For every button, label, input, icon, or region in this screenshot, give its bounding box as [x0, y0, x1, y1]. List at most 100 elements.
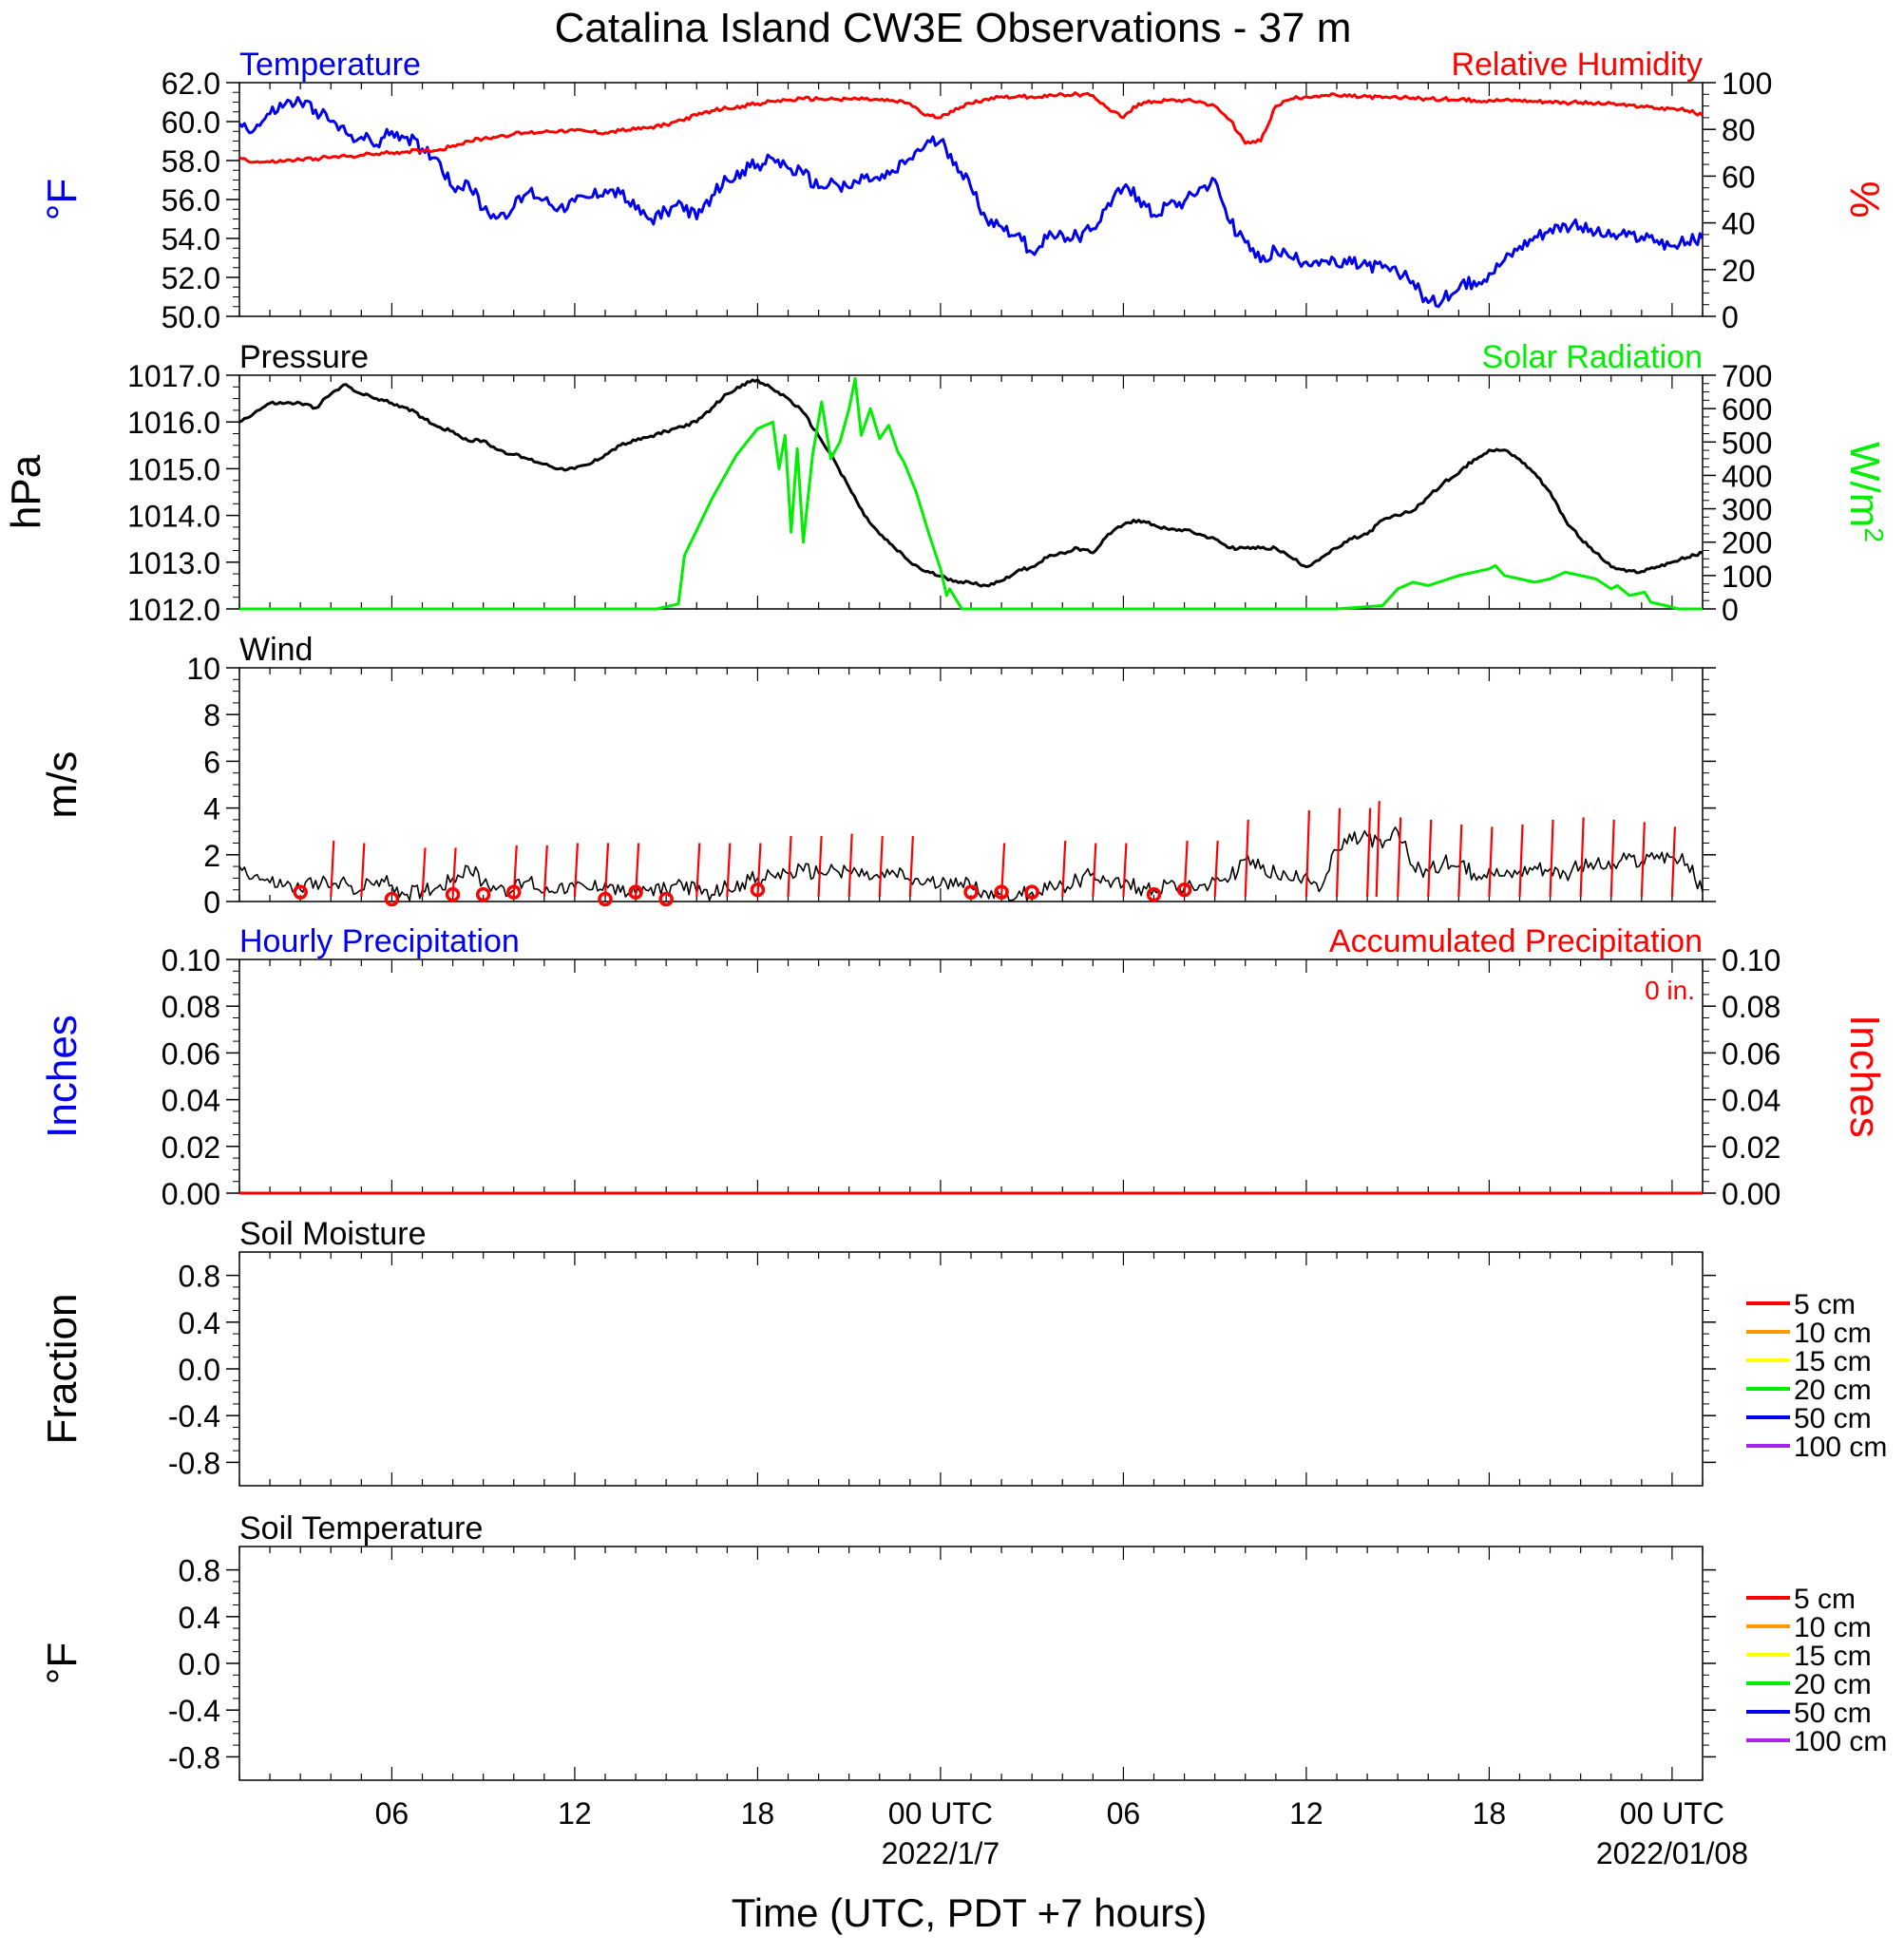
series-line-wind-speed	[238, 826, 1704, 902]
y-tick-label-left: 0	[203, 885, 220, 920]
legend-label: 50 cm	[1794, 1698, 1872, 1729]
wind-barb	[1397, 817, 1402, 898]
plot-frame	[238, 1251, 1704, 1487]
calm-marker	[445, 886, 461, 902]
wind-barb	[1609, 819, 1615, 898]
y-axis-label-left: Inches	[39, 1015, 86, 1138]
panel-title-right: Accumulated Precipitation	[1329, 923, 1703, 959]
wind-barb	[330, 840, 335, 898]
legend-label: 100 cm	[1794, 1726, 1887, 1757]
legend-label: 5 cm	[1794, 1584, 1856, 1615]
y-tick-label-left: 0.10	[162, 943, 220, 978]
x-tick-label: 12	[558, 1796, 592, 1831]
x-axis-label: Time (UTC, PDT +7 hours)	[732, 1890, 1208, 1935]
calm-marker	[1176, 882, 1192, 898]
x-tick-label: 00 UTC	[888, 1796, 993, 1831]
y-tick-label-left: 1013.0	[127, 546, 220, 580]
wind-barb	[1092, 843, 1097, 898]
x-tick-label: 00 UTC	[1620, 1796, 1724, 1831]
y-tick-label-right: 100	[1722, 66, 1772, 101]
legend-label: 20 cm	[1794, 1669, 1872, 1700]
wind-barb	[1375, 801, 1380, 898]
panel-title-left: Soil Temperature	[239, 1510, 483, 1547]
y-tick-label-left: 0.8	[179, 1260, 220, 1294]
y-tick-label-left: 1016.0	[127, 406, 220, 440]
panel-wind: 0 2 4 6 8 10 Wind m/s	[39, 632, 1716, 920]
y-tick-label-right: 20	[1722, 254, 1756, 288]
accumulated-annotation: 0 in.	[1645, 976, 1695, 1005]
y-tick-label-left: 6	[203, 745, 220, 779]
plot-frame	[238, 667, 1704, 902]
wind-barb	[360, 843, 366, 898]
y-axis-label-right: W/m2	[1841, 442, 1890, 542]
y-tick-label-left: 0.4	[179, 1601, 220, 1635]
wind-barb	[1670, 826, 1677, 898]
panel-title-left: Soil Moisture	[239, 1216, 427, 1252]
y-tick-label-left: 50.0	[162, 300, 220, 334]
series-line-solar-radiation	[239, 377, 1703, 611]
wind-barb	[1457, 824, 1463, 898]
calm-marker	[293, 884, 308, 900]
y-axis-label-left: m/s	[39, 751, 86, 819]
legend-label: 20 cm	[1794, 1375, 1872, 1406]
y-tick-label-left: 8	[203, 698, 220, 732]
calm-marker	[963, 884, 979, 900]
y-tick-label-right: 700	[1722, 359, 1772, 393]
wind-barb	[1183, 840, 1189, 898]
wind-barb	[908, 836, 914, 898]
legend-label: 5 cm	[1794, 1289, 1856, 1320]
y-tick-label-left: 62.0	[162, 66, 220, 101]
y-tick-label-right: 0	[1722, 593, 1739, 627]
plot-frame	[238, 374, 1704, 610]
panel-title-left: Hourly Precipitation	[239, 923, 520, 959]
figure-title: Catalina Island CW3E Observations - 37 m	[555, 5, 1352, 51]
legend-label: 10 cm	[1794, 1318, 1872, 1349]
y-tick-label-left: 1015.0	[127, 452, 220, 486]
wind-barb	[1304, 810, 1311, 898]
y-tick-label-left: 0.4	[179, 1306, 220, 1340]
y-tick-label-left: 10	[186, 652, 220, 686]
y-tick-label-left: 1014.0	[127, 500, 220, 534]
y-tick-label-right: 0.02	[1722, 1130, 1780, 1165]
calm-marker	[598, 891, 613, 907]
y-tick-label-right: 0.10	[1722, 943, 1780, 978]
wind-barb	[1365, 807, 1372, 898]
y-tick-label-right: 40	[1722, 207, 1756, 241]
y-tick-label-right: 0.04	[1722, 1084, 1780, 1118]
y-tick-label-left: 1017.0	[127, 359, 220, 393]
legend-label: 100 cm	[1794, 1432, 1887, 1463]
y-tick-label-right: 0.06	[1722, 1036, 1780, 1071]
y-tick-label-right: 0	[1722, 300, 1739, 334]
panel-pressure_solar: 1012.0 1013.0 1014.0 1015.0 1016.0 1017.0 0100…	[3, 339, 1890, 627]
wind-barb	[787, 836, 792, 898]
legend-label: 15 cm	[1794, 1346, 1872, 1377]
y-tick-label-left: -0.4	[168, 1399, 220, 1433]
y-tick-label-right: 0.08	[1722, 990, 1780, 1024]
panel-title-right: Solar Radiation	[1482, 339, 1703, 375]
y-tick-label-left: 52.0	[162, 261, 220, 295]
y-tick-label-left: 0.0	[179, 1647, 220, 1681]
y-tick-label-left: 58.0	[162, 144, 220, 179]
series-line-temperature	[238, 96, 1704, 309]
legend-label: 10 cm	[1794, 1612, 1872, 1643]
wind-barb	[421, 847, 427, 898]
calm-marker	[994, 884, 1009, 900]
wind-barb	[1488, 826, 1494, 898]
wind-barb	[695, 843, 701, 898]
series-line-pressure	[238, 378, 1704, 588]
x-tick-label: 06	[375, 1796, 409, 1831]
panel-soil_moisture: -0.8 -0.4 0.0 0.4 0.8 Soil Moisture Fraction 5 …	[39, 1216, 1887, 1487]
y-tick-label-right: 500	[1722, 426, 1772, 460]
y-tick-label-right: 600	[1722, 392, 1772, 427]
plot-frame	[238, 959, 1704, 1194]
legend-label: 50 cm	[1794, 1403, 1872, 1434]
y-axis-label-left: Fraction	[39, 1294, 86, 1445]
wind-barb	[1335, 807, 1342, 898]
y-axis-label-right: Inches	[1841, 1015, 1888, 1138]
calm-marker	[506, 884, 522, 900]
y-tick-label-left: 0.06	[162, 1036, 220, 1071]
panel-temp_rh: 50.0 52.0 54.0 56.0 58.0 60.0 62.0 0 20 40 60 80 100…	[39, 47, 1888, 334]
wind-barb	[543, 845, 548, 898]
